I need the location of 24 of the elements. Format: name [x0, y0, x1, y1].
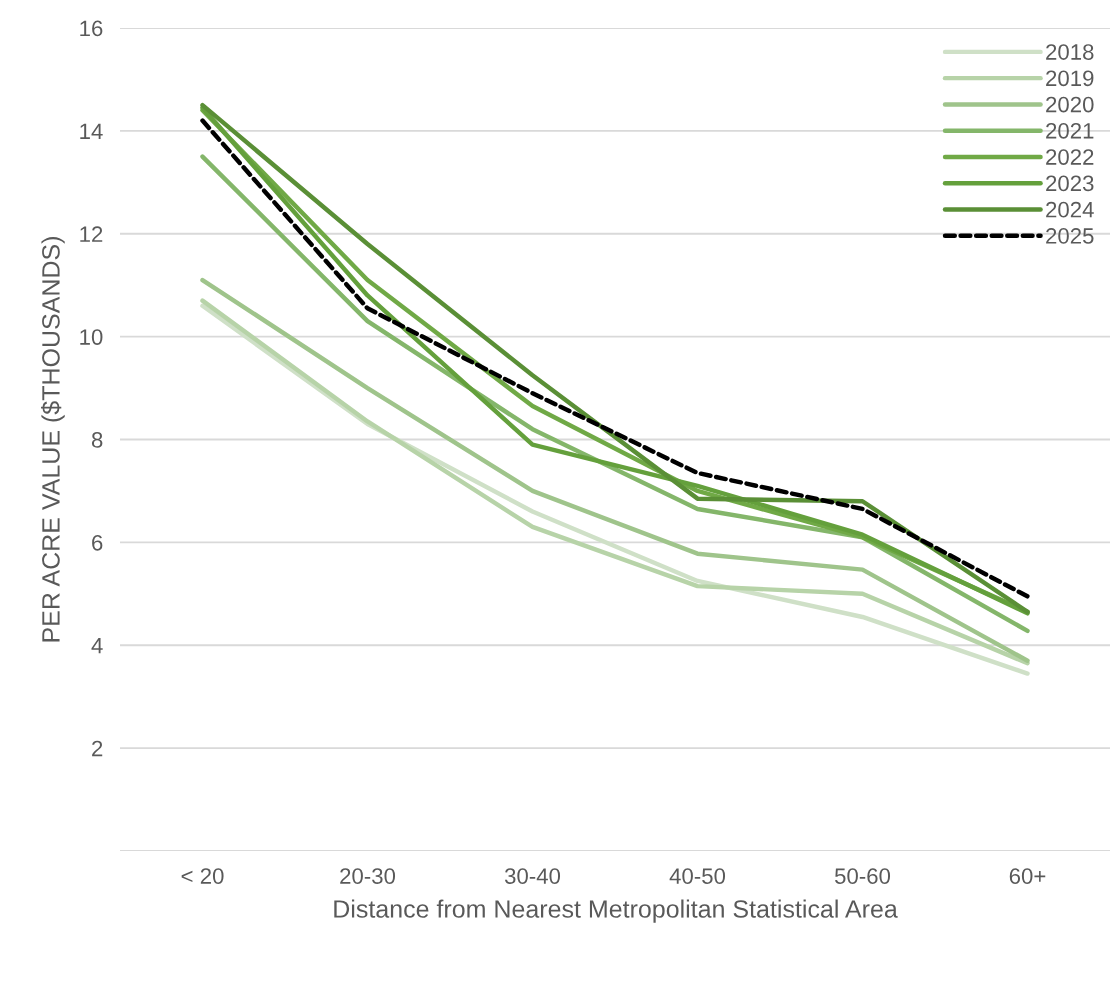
y-tick-label: 8 — [91, 432, 103, 448]
y-tick-label: 14 — [80, 123, 103, 139]
legend-label: 2018 — [1046, 44, 1094, 60]
legend-label: 2025 — [1046, 228, 1094, 244]
y-tick-label: 4 — [91, 638, 103, 654]
y-tick-label: 10 — [80, 329, 103, 345]
x-tick-label: < 20 — [181, 868, 224, 884]
y-axis-title: PER ACRE VALUE ($THOUSANDS) — [41, 237, 65, 642]
legend-label: 2021 — [1046, 122, 1094, 139]
x-tick-label: 40-50 — [669, 868, 726, 884]
y-tick-label: 6 — [92, 534, 103, 551]
legend-label: 2020 — [1046, 96, 1094, 113]
y-tick-label: 16 — [80, 20, 103, 37]
x-tick-label: 50-60 — [834, 868, 891, 884]
y-tick-label: 12 — [80, 226, 103, 242]
x-tick-label: 60+ — [1009, 868, 1046, 884]
legend-label: 2024 — [1046, 201, 1094, 218]
legend-label: 2019 — [1046, 70, 1094, 87]
x-tick-label: 20-30 — [340, 868, 396, 884]
legend-label: 2023 — [1046, 175, 1094, 192]
x-tick-label: 30-40 — [504, 868, 561, 884]
y-tick-label: 2 — [92, 740, 103, 757]
legend-label: 2022 — [1046, 149, 1094, 165]
x-axis-title: Distance from Nearest Metropolitan Statistical Area — [334, 899, 898, 923]
